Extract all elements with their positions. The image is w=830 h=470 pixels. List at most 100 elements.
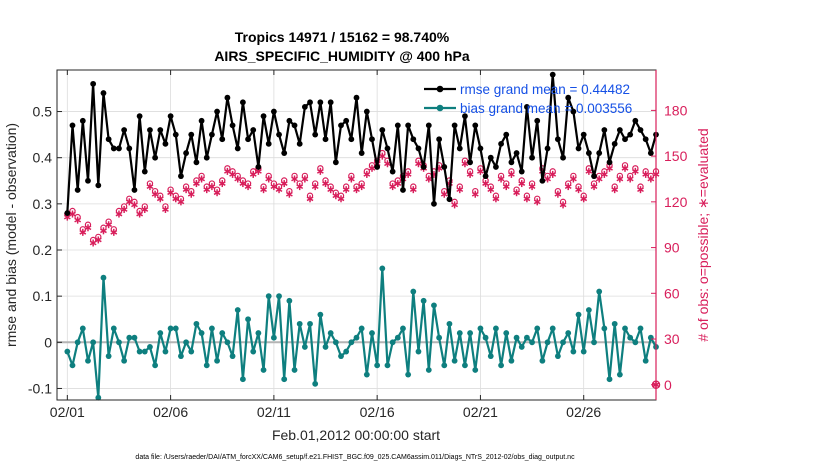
x-tick-label-4: 02/21 [463, 404, 498, 420]
bias-point-2 [74, 339, 81, 346]
obs-evaluated-marker-42 [280, 180, 288, 188]
bias-point-103 [596, 288, 603, 295]
y-left-tick-label-4: 0.3 [33, 196, 53, 212]
rmse-point-54 [343, 117, 350, 124]
obs-evaluated-stroke-108-2 [621, 165, 629, 171]
y-left-tick-label-1: 0 [44, 334, 52, 350]
obs-evaluated-stroke-88-2 [518, 181, 526, 186]
chart-title-line-1: Tropics 14971 / 15162 = 98.740% [235, 29, 450, 45]
bias-point-83 [493, 325, 499, 332]
obs-evaluated-marker-63 [389, 183, 397, 191]
bias-point-99 [575, 311, 582, 318]
rmse-point-99 [575, 145, 582, 152]
obs-evaluated-stroke-105-2 [606, 165, 613, 171]
rmse-point-84 [498, 140, 504, 147]
rmse-point-63 [389, 168, 396, 175]
obs-evaluated-stroke-18-2 [156, 196, 164, 202]
obs-evaluated-marker-85 [502, 183, 510, 191]
obs-evaluated-stroke-11-2 [120, 207, 128, 212]
bias-point-84 [498, 362, 504, 369]
obs-evaluated-stroke-5-2 [89, 240, 97, 246]
bias-point-41 [276, 293, 282, 300]
obs-evaluated-marker-61 [378, 152, 386, 160]
rmse-point-88 [518, 168, 525, 175]
obs-evaluated-marker-104 [600, 170, 608, 178]
rmse-point-1 [69, 122, 76, 129]
bias-point-21 [172, 325, 179, 332]
bias-point-49 [317, 311, 324, 318]
obs-evaluated-stroke-3-2 [79, 229, 87, 235]
obs-evaluated-stroke-53-2 [337, 196, 345, 202]
bias-point-87 [513, 334, 520, 341]
obs-evaluated-marker-4 [84, 224, 92, 232]
obs-evaluated-stroke-61-2 [378, 153, 386, 159]
obs-evaluated-stroke-99-2 [575, 187, 582, 193]
obs-evaluated-marker-7 [100, 227, 107, 235]
rmse-point-107 [616, 127, 623, 133]
rmse-point-103 [596, 150, 603, 156]
rmse-point-71 [431, 200, 437, 207]
obs-evaluated-marker-78 [466, 170, 474, 178]
rmse-point-10 [116, 145, 122, 152]
rmse-point-22 [178, 173, 184, 180]
obs-evaluated-marker-10 [115, 210, 123, 218]
obs-evaluated-marker-38 [260, 186, 267, 194]
bias-point-15 [141, 348, 148, 355]
bias-point-97 [565, 330, 572, 336]
bias-point-17 [152, 362, 159, 369]
legend: rmse grand mean = 0.44482 bias grand mea… [424, 82, 632, 116]
rmse-point-8 [105, 136, 112, 143]
obs-evaluated-stroke-76-2 [456, 187, 464, 193]
obs-evaluated-marker-57 [358, 183, 366, 191]
bias-point-86 [508, 357, 515, 364]
obs-evaluated-stroke-46-2 [301, 176, 309, 182]
obs-evaluated-marker-84 [497, 175, 505, 183]
obs-evaluated-stroke-56-2 [353, 187, 360, 193]
obs-evaluated-stroke-73-2 [440, 191, 448, 197]
obs-evaluated-stroke-28-2 [208, 184, 216, 190]
bias-point-89 [524, 334, 530, 341]
bias-point-23 [183, 339, 189, 346]
bias-point-91 [534, 325, 541, 332]
bias-point-31 [224, 339, 231, 346]
bias-point-44 [291, 367, 298, 373]
obs-evaluated-stroke-83-2 [492, 196, 500, 202]
obs-evaluated-marker-1 [69, 210, 76, 218]
obs-evaluated-stroke-106-2 [611, 187, 619, 193]
legend-rmse-marker [436, 85, 444, 93]
rmse-point-29 [214, 108, 220, 115]
obs-evaluated-marker-82 [487, 186, 495, 194]
obs-evaluated-stroke-102-2 [590, 184, 598, 190]
obs-evaluated-marker-52 [332, 192, 340, 200]
obs-evaluated-stroke-103-2 [595, 176, 603, 182]
rmse-point-36 [250, 127, 257, 133]
bias-point-35 [245, 316, 251, 323]
obs-evaluated-stroke-111-2 [637, 187, 644, 193]
obs-evaluated-marker-22 [177, 198, 185, 206]
obs-evaluated-marker-112 [642, 170, 650, 178]
rmse-point-81 [482, 173, 489, 180]
y-right-tick-label-1: 30 [664, 331, 680, 347]
obs-evaluated-marker-17 [151, 190, 159, 198]
obs-evaluated-marker-89 [523, 195, 531, 203]
rmse-point-17 [152, 154, 159, 161]
bias-point-18 [157, 330, 164, 336]
obs-evaluated-stroke-101-2 [585, 168, 593, 174]
obs-evaluated-stroke-45-2 [296, 184, 304, 190]
obs-evaluated-marker-68 [415, 160, 422, 168]
rmse-point-86 [508, 159, 515, 166]
rmse-point-89 [524, 104, 530, 110]
bias-point-56 [353, 334, 360, 341]
obs-evaluated-stroke-43-2 [285, 191, 293, 197]
bias-point-16 [147, 344, 153, 350]
obs-evaluated-marker-111 [637, 186, 644, 194]
rmse-point-9 [110, 145, 117, 152]
obs-evaluated-marker-33 [234, 175, 242, 183]
obs-evaluated-stroke-52-2 [332, 193, 340, 199]
bias-point-33 [234, 307, 241, 313]
bias-point-73 [441, 362, 448, 369]
bias-point-47 [307, 320, 313, 327]
bias-point-66 [405, 371, 412, 378]
bias-point-3 [79, 325, 86, 332]
rmse-point-95 [554, 136, 561, 143]
